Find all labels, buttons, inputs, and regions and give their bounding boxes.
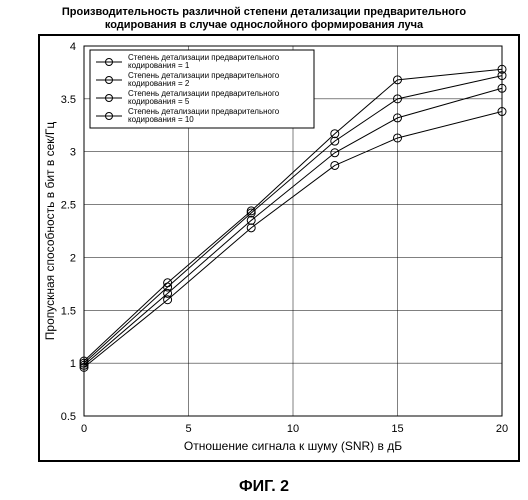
y-tick-label: 2.5 [61, 200, 76, 212]
legend-label: кодирования = 1 [128, 61, 190, 70]
legend-label: кодирования = 5 [128, 97, 190, 106]
chart-title-line2: кодирования в случае однослойного формир… [105, 19, 423, 31]
x-tick-label: 15 [391, 423, 403, 435]
x-tick-label: 5 [185, 423, 191, 435]
x-tick-label: 0 [81, 423, 87, 435]
figure-wrapper: Производительность различной степени дет… [0, 0, 528, 500]
y-tick-label: 1.5 [61, 305, 76, 317]
y-tick-label: 1 [70, 358, 76, 370]
y-tick-label: 3 [70, 147, 76, 159]
chart-title-line1: Производительность различной степени дет… [62, 6, 466, 18]
y-tick-label: 2 [70, 252, 76, 264]
x-tick-label: 10 [287, 423, 299, 435]
legend-label: кодирования = 10 [128, 115, 194, 124]
y-tick-label: 3.5 [61, 94, 76, 106]
y-axis-label: Пропускная способность в бит в сек/Гц [43, 122, 57, 341]
x-tick-label: 20 [496, 423, 508, 435]
chart-title: Производительность различной степени дет… [0, 6, 528, 32]
chart-svg: 0 5 10 15 20 0.5 1 1.5 2 2.5 3 3.5 4 Отношение сигнал… [40, 36, 518, 460]
figure-label: ФИГ. 2 [0, 478, 528, 496]
y-tick-label: 0.5 [61, 411, 76, 423]
x-axis-label: Отношение сигнала к шуму (SNR) в дБ [184, 439, 402, 453]
y-tick-label: 4 [70, 41, 76, 53]
chart-frame: 0 5 10 15 20 0.5 1 1.5 2 2.5 3 3.5 4 Отношение сигнал… [38, 34, 520, 462]
legend-label: кодирования = 2 [128, 79, 190, 88]
